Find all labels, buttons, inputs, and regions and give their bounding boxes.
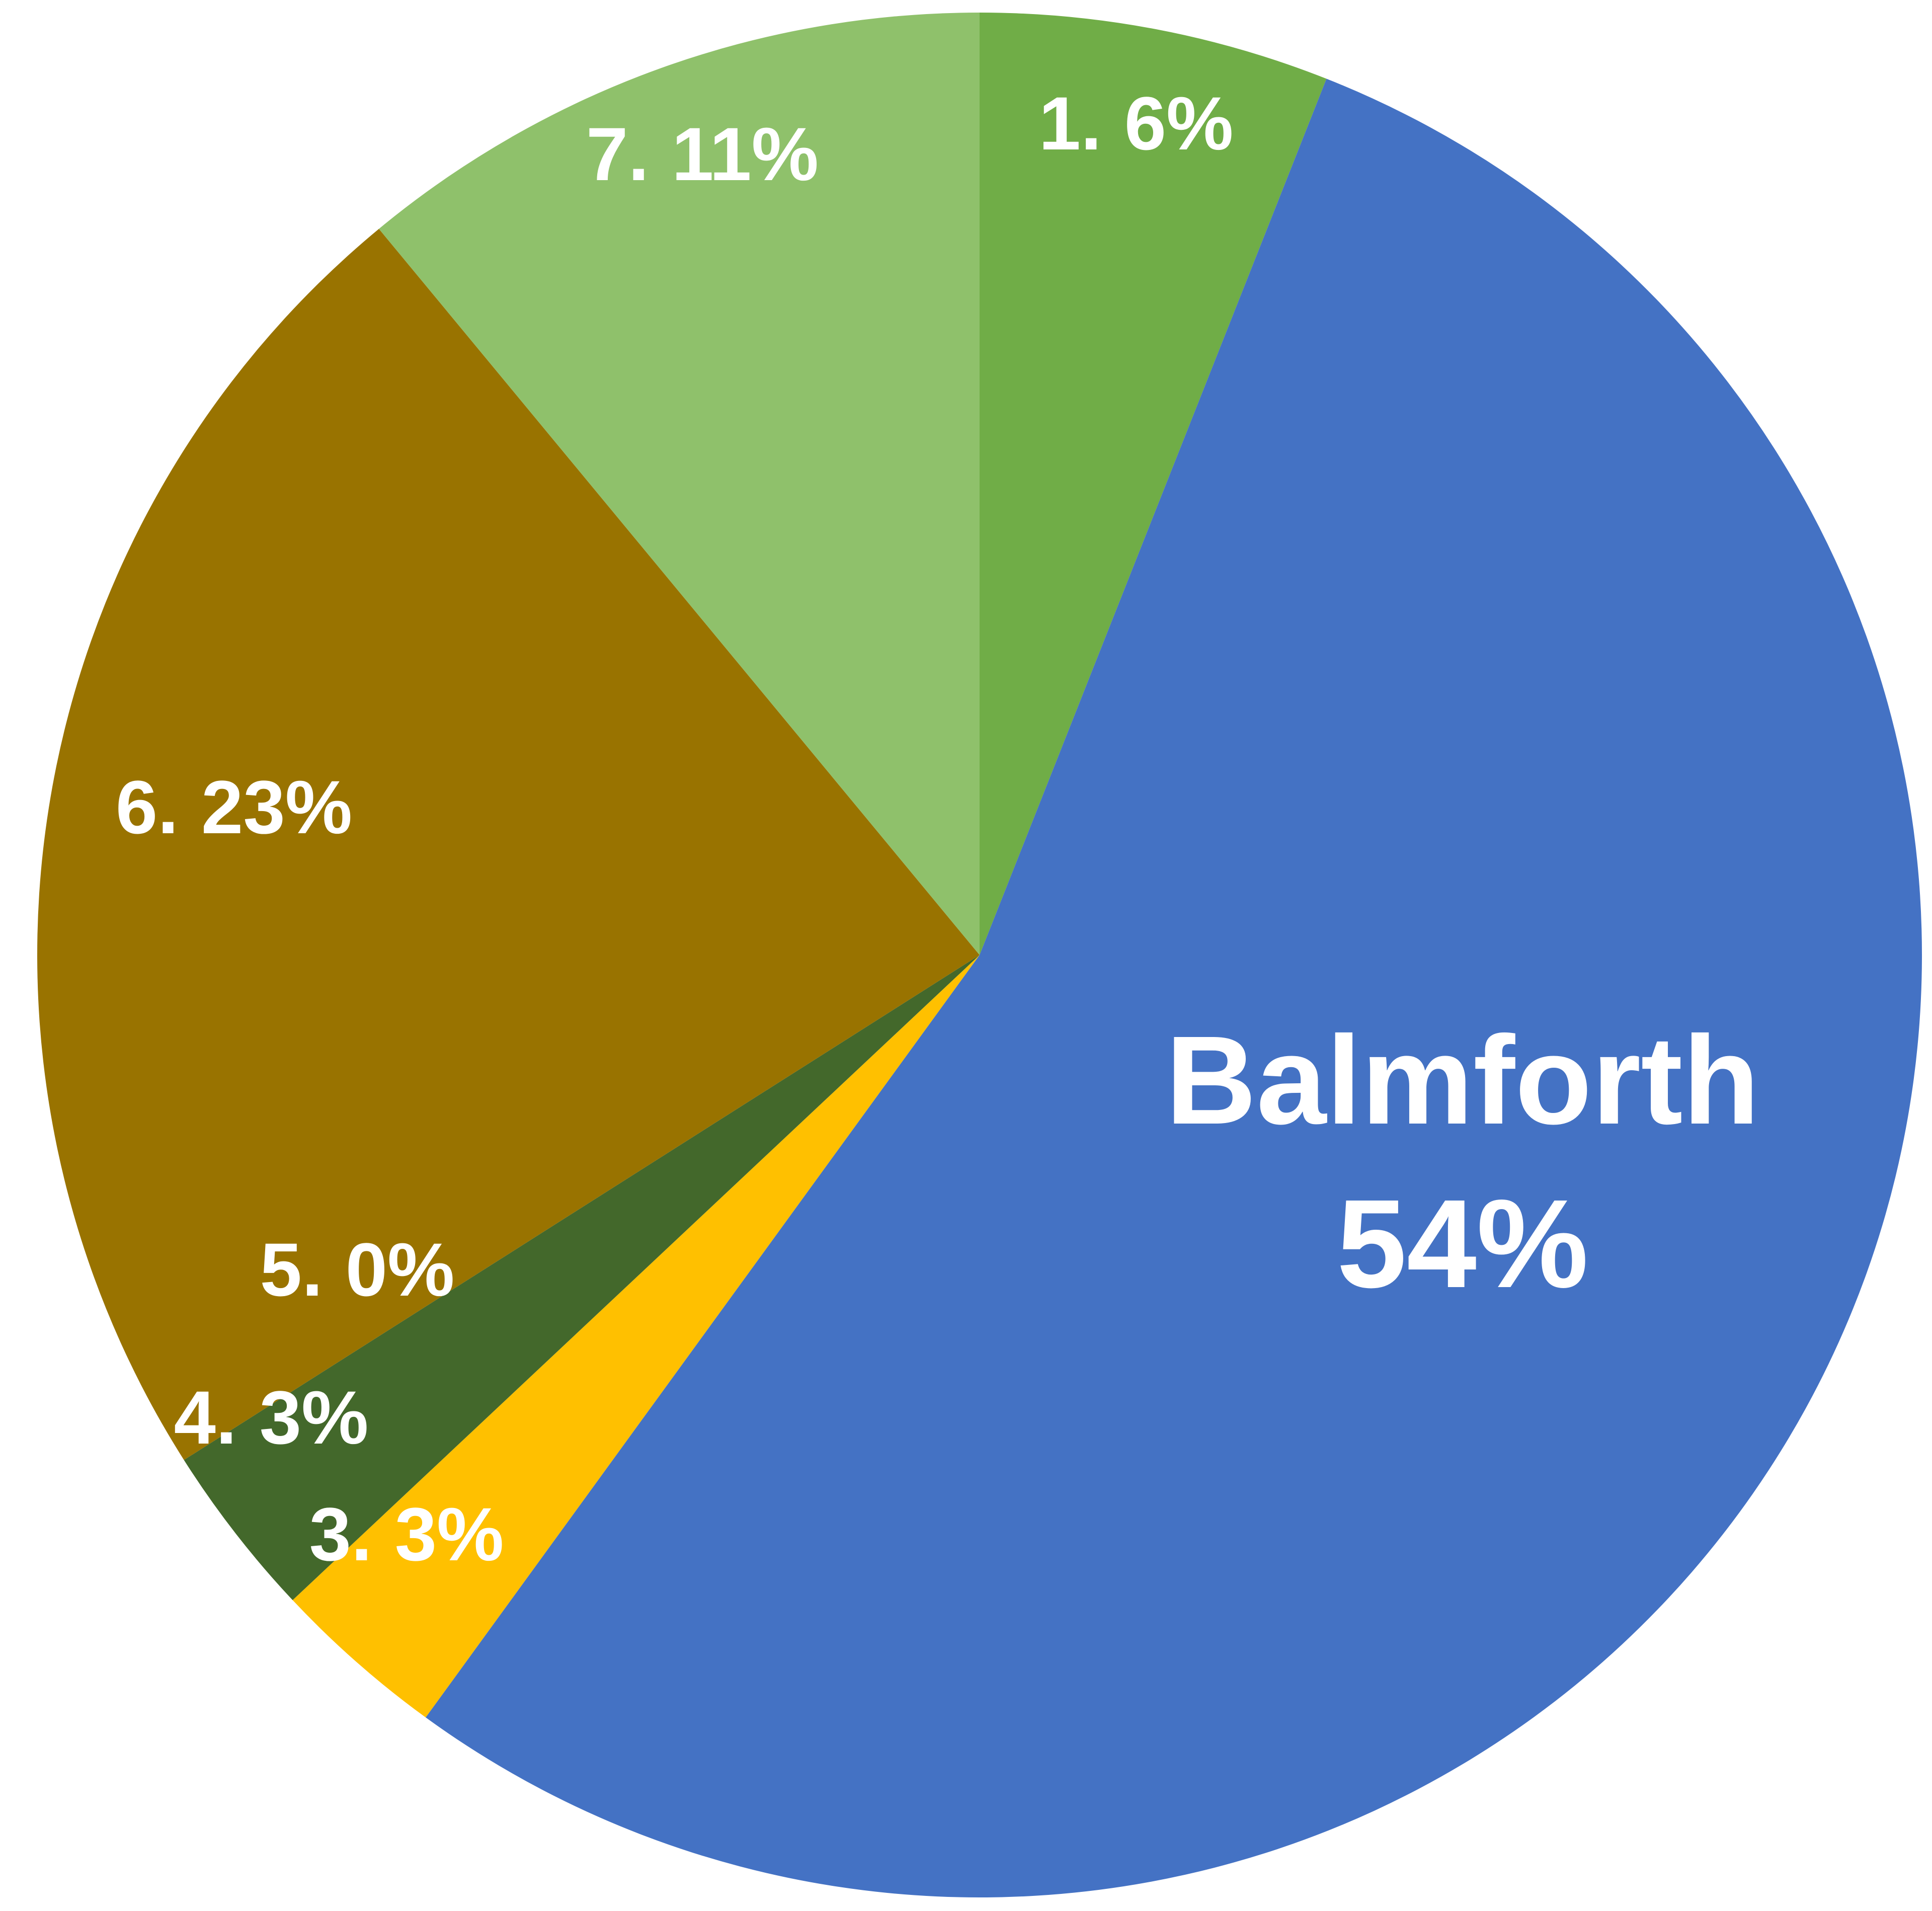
data-label: 3. 3% [309,1492,504,1576]
data-label: Balmforth 54% [1166,1010,1760,1314]
pie-slice [37,228,980,1460]
category-label: 5. [260,1227,323,1312]
data-label: 5. 0% [260,1227,455,1312]
value-label: 11% [672,112,819,196]
value-label: 23% [201,765,352,849]
category-label: 4. [174,1375,237,1460]
category-label: 7. [586,112,649,196]
pie-slice [379,13,980,955]
data-label: 1. 6% [1039,81,1234,166]
value-label: 3% [260,1375,369,1460]
data-label: 7. 11% [586,112,819,196]
pie-slice [292,955,980,1718]
value-label: 6% [1124,81,1234,166]
pie-slice [184,955,980,1601]
category-label: 3. [309,1492,372,1576]
category-label: 1. [1039,81,1102,166]
value-label: 54% [1337,1173,1588,1314]
category-label: 6. [116,765,179,849]
pie-slice [980,13,1327,955]
value-label: 0% [346,1227,455,1312]
category-label: Balmforth [1166,1010,1760,1150]
value-label: 3% [395,1492,504,1576]
pie-slice [426,78,1922,1898]
data-label: 6. 23% [116,765,352,849]
data-label: 4. 3% [174,1375,369,1460]
